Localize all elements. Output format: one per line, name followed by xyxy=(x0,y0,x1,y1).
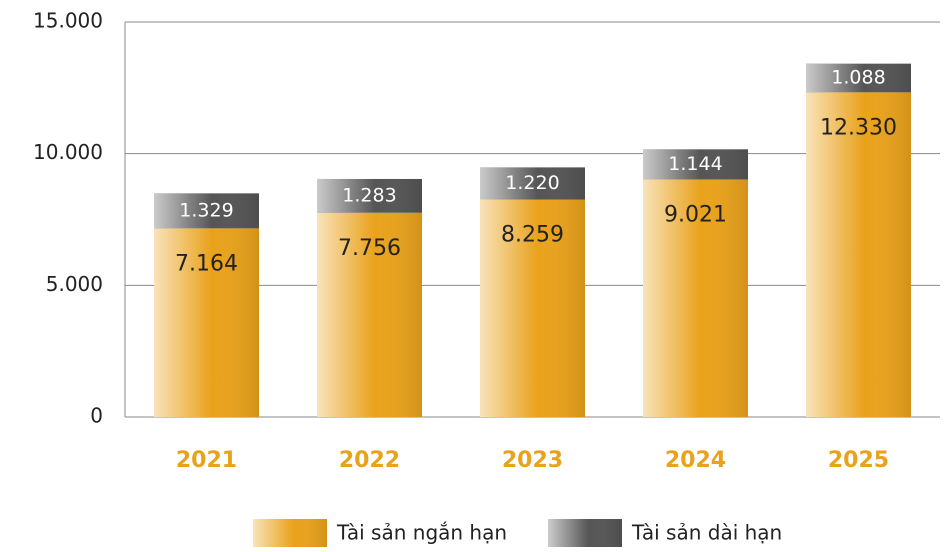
value-label: 1.329 xyxy=(179,199,233,221)
bar-shade xyxy=(643,149,748,180)
y-tick-label: 5.000 xyxy=(46,272,103,296)
value-label: 7.164 xyxy=(175,251,238,276)
bar-shade xyxy=(154,193,259,229)
value-label: 1.220 xyxy=(505,172,559,194)
legend-label: Tài sản dài hạn xyxy=(631,521,782,545)
bar-shade xyxy=(317,178,422,213)
bar-shade xyxy=(806,63,911,93)
value-label: 12.330 xyxy=(820,115,897,140)
x-tick-label: 2025 xyxy=(828,448,889,473)
bar-shade xyxy=(480,167,585,200)
legend-label: Tài sản ngắn hạn xyxy=(336,521,507,545)
x-tick-label: 2021 xyxy=(176,448,237,473)
value-label: 9.021 xyxy=(664,202,727,227)
bar-shade xyxy=(480,199,585,417)
x-tick-label: 2023 xyxy=(502,448,563,473)
bar-shade xyxy=(154,228,259,417)
value-label: 1.088 xyxy=(831,66,885,88)
y-tick-label: 10.000 xyxy=(33,140,103,164)
x-tick-label: 2022 xyxy=(339,448,400,473)
value-label: 7.756 xyxy=(338,236,401,261)
legend-swatch-shade xyxy=(253,519,327,547)
value-label: 1.283 xyxy=(342,184,396,206)
value-label: 1.144 xyxy=(668,153,722,175)
bar-shade xyxy=(317,212,422,417)
bar-shade xyxy=(806,92,911,417)
y-tick-label: 0 xyxy=(90,404,103,428)
x-tick-label: 2024 xyxy=(665,448,726,473)
value-label: 8.259 xyxy=(501,223,564,248)
legend-swatch-shade xyxy=(548,519,622,547)
y-tick-label: 15.000 xyxy=(33,9,103,33)
bar-shade xyxy=(643,179,748,417)
